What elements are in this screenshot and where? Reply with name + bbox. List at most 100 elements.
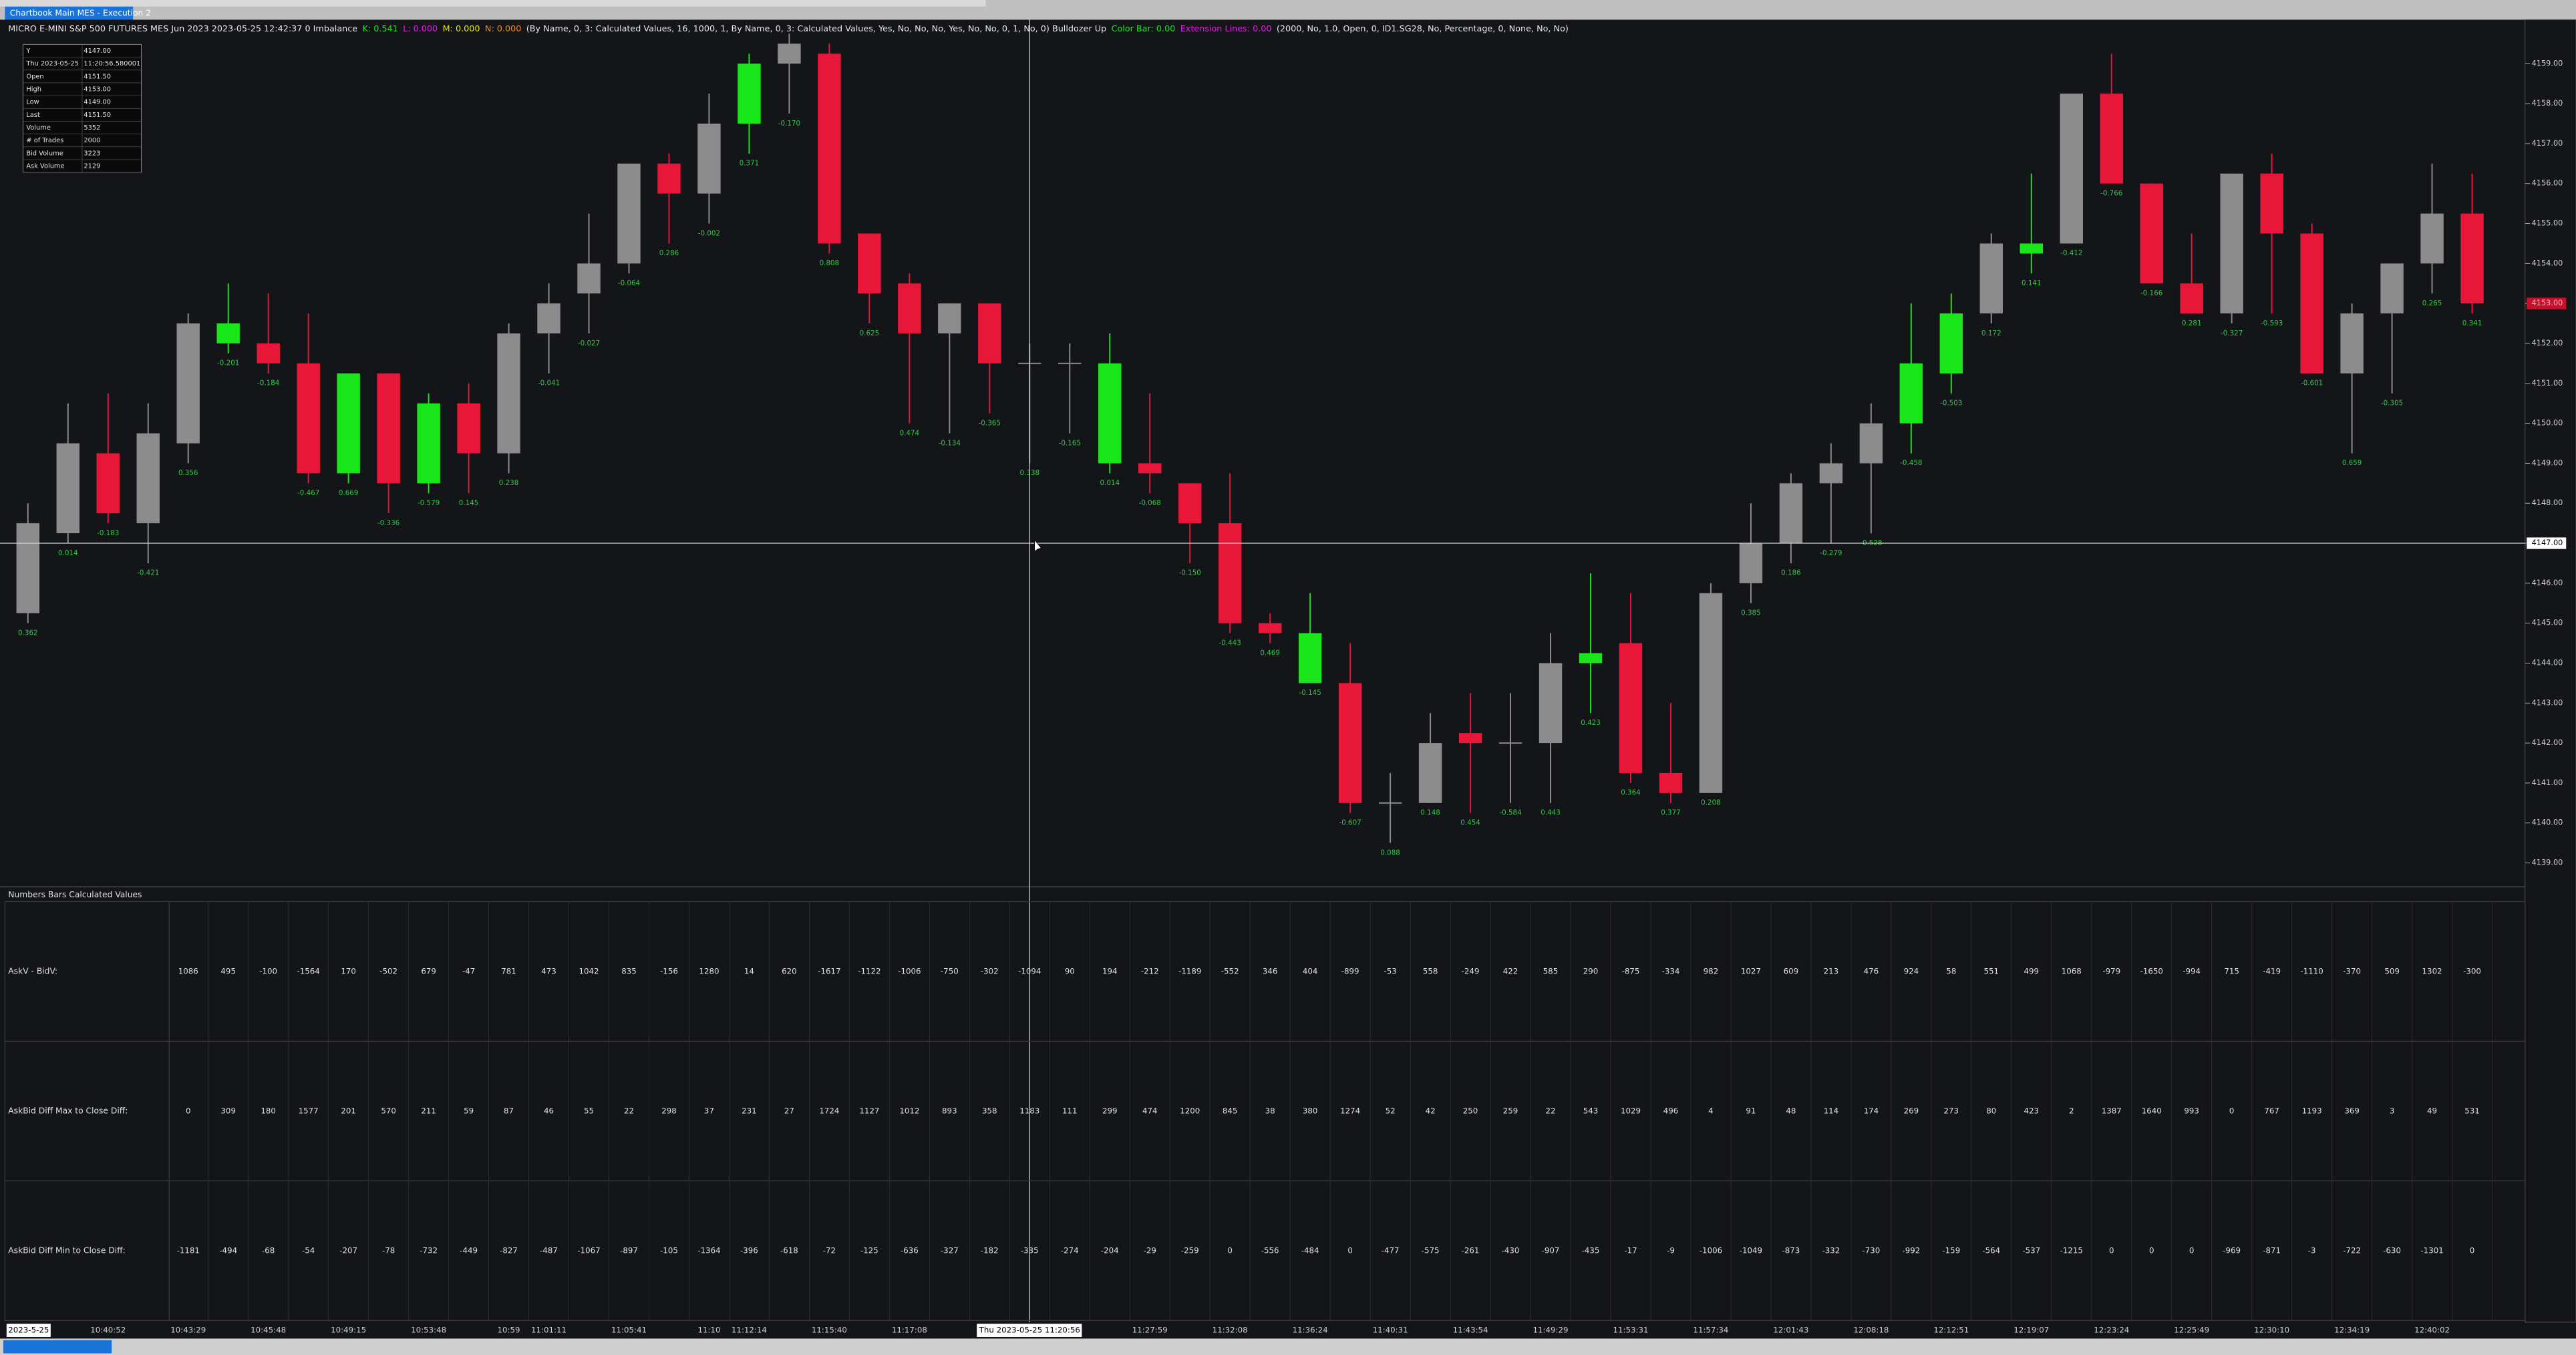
table-cell: 422	[1503, 967, 1518, 976]
candle-body	[898, 283, 921, 334]
table-cell: -259	[1181, 1245, 1199, 1255]
x-tick-label: 11:32:08	[1213, 1326, 1248, 1335]
table-cell: -204	[1101, 1245, 1119, 1255]
status-bar	[0, 1338, 2576, 1355]
table-cell: -72	[823, 1245, 836, 1255]
candle-body	[858, 233, 881, 294]
table-title: Numbers Bars Calculated Values	[8, 890, 142, 899]
table-cell: -875	[1622, 967, 1640, 976]
table-cell: 474	[1142, 1106, 1158, 1115]
table-cell: 423	[2024, 1106, 2040, 1115]
table-cell: 558	[1423, 967, 1438, 976]
table-cell: 369	[2344, 1106, 2360, 1115]
candle-body	[1859, 423, 1883, 464]
status-tab[interactable]	[3, 1340, 112, 1354]
x-tick-label: 10:43:29	[170, 1326, 206, 1335]
table-cell: 781	[501, 967, 516, 976]
table-cell: 90	[1065, 967, 1075, 976]
data-window-key: High	[26, 86, 41, 93]
bar-annotation: 0.238	[499, 479, 519, 487]
table-cell: -722	[2343, 1245, 2361, 1255]
table-cell: -1650	[2140, 967, 2163, 976]
table-cell: 620	[782, 967, 797, 976]
table-cell: 1086	[178, 967, 198, 976]
x-tick-label: 11:40:31	[1373, 1326, 1408, 1335]
bar-annotation: 0.265	[2422, 299, 2442, 307]
table-cell: -29	[1144, 1245, 1156, 1255]
candle-body	[2020, 243, 2043, 254]
y-tick-label: 4155.00	[2532, 219, 2563, 228]
table-cell: 982	[1704, 967, 1719, 976]
table-cell: 1029	[1621, 1106, 1641, 1115]
table-cell: 1127	[859, 1106, 879, 1115]
x-tick-label: 11:05:41	[611, 1326, 647, 1335]
y-tick-label: 4148.00	[2532, 498, 2563, 507]
candle-body	[457, 403, 480, 454]
y-tick-label: 4146.00	[2532, 579, 2563, 587]
candle-body	[2060, 94, 2083, 244]
table-cell: 551	[1984, 967, 1999, 976]
table-cell: -78	[382, 1245, 395, 1255]
bar-annotation: -0.279	[1820, 549, 1842, 557]
table-cell: -552	[1221, 967, 1239, 976]
table-cell: 180	[261, 1106, 276, 1115]
bar-annotation: 0.423	[1581, 719, 1601, 727]
bar-annotation: -0.201	[217, 359, 239, 367]
table-cell: -907	[1542, 1245, 1560, 1255]
candle-body	[1218, 523, 1242, 623]
table-cell: 499	[2024, 967, 2040, 976]
candle-body	[738, 63, 761, 124]
table-row-label: AskBid Diff Max to Close Diff:	[8, 1106, 128, 1115]
y-tick-label: 4152.00	[2532, 339, 2563, 347]
table-cell: 2	[2069, 1106, 2074, 1115]
x-tick-label: 11:36:24	[1293, 1326, 1328, 1335]
header-segment: Color Bar: 0.00	[1112, 24, 1176, 34]
table-cell: 609	[1784, 967, 1799, 976]
table-cell: -1006	[1700, 1245, 1722, 1255]
data-window-value: 2000	[84, 137, 100, 144]
table-cell: 1183	[1019, 1106, 1039, 1115]
bar-annotation: -0.145	[1299, 689, 1321, 697]
table-cell: 87	[504, 1106, 514, 1115]
candle-body	[337, 373, 360, 474]
bar-annotation: -0.584	[1499, 809, 1521, 817]
y-tick-label: 4144.00	[2532, 658, 2563, 667]
data-window-value: 4149.00	[84, 99, 111, 106]
bar-annotation: 0.377	[1661, 809, 1681, 817]
candle-body	[1378, 802, 1402, 804]
candle-body	[377, 373, 400, 484]
bar-annotation: 0.145	[459, 499, 479, 507]
table-cell: -9	[1667, 1245, 1675, 1255]
table-cell: 993	[2184, 1106, 2199, 1115]
candle-body	[818, 53, 841, 244]
candle-body	[657, 163, 681, 194]
data-window-value: 2129	[84, 163, 100, 170]
table-cell: -732	[420, 1245, 438, 1255]
header-segment: Extension Lines: 0.00	[1180, 24, 1272, 34]
tab-label[interactable]: Chartbook Main MES - Execution 2	[10, 9, 151, 18]
bar-annotation: 0.356	[178, 469, 198, 477]
bar-annotation: -0.041	[538, 380, 560, 388]
table-cell: -1189	[1178, 967, 1201, 976]
x-tick-label: 12:30:10	[2254, 1326, 2289, 1335]
y-tick-label: 4156.00	[2532, 179, 2563, 188]
table-row-label: AskBid Diff Min to Close Diff:	[8, 1245, 125, 1255]
table-cell: 509	[2384, 967, 2400, 976]
bar-annotation: -0.170	[778, 120, 800, 128]
table-cell: -477	[1382, 1245, 1400, 1255]
table-cell: -979	[2102, 967, 2120, 976]
y-tick-label: 4143.00	[2532, 698, 2563, 707]
data-window-value: 3223	[84, 150, 100, 157]
bar-annotation: 0.286	[659, 249, 679, 257]
candle-body	[1258, 623, 1282, 633]
bar-annotation: 0.385	[1741, 609, 1761, 617]
bar-annotation: 0.186	[1781, 569, 1801, 577]
bar-annotation: -0.134	[939, 439, 961, 447]
bar-annotation: -0.443	[1219, 639, 1241, 647]
candle-body	[2460, 213, 2484, 304]
x-tick-label: 10:40:52	[90, 1326, 126, 1335]
bar-annotation: -0.336	[377, 519, 399, 527]
table-cell: 42	[1426, 1106, 1436, 1115]
table-cell: -537	[2022, 1245, 2040, 1255]
chartbook-tab[interactable]	[5, 6, 134, 20]
